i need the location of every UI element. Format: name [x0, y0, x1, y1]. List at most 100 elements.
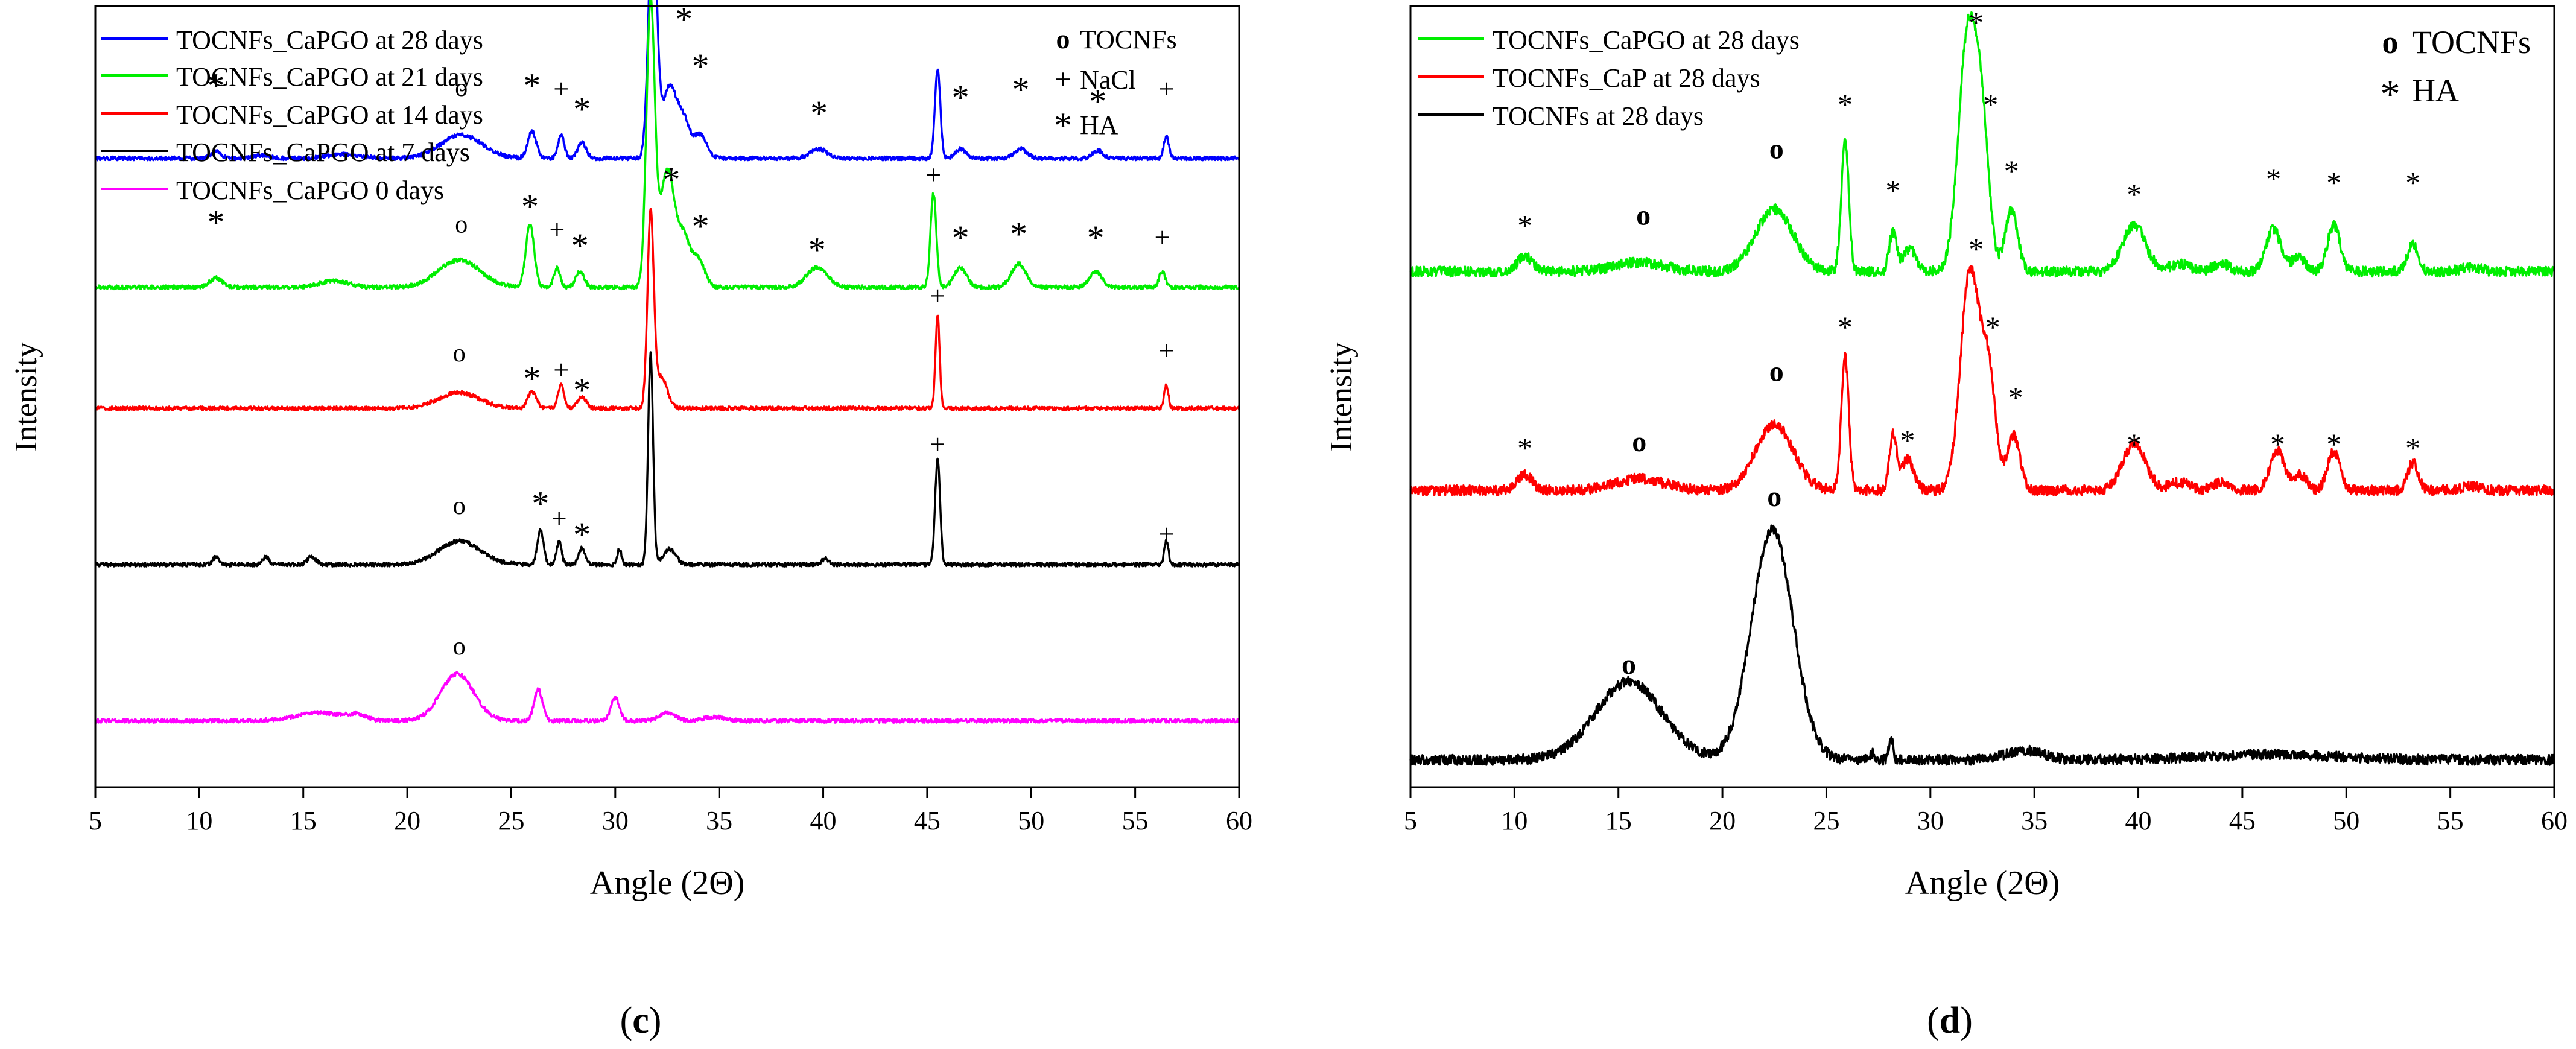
chart-d-peak-marker-10: * [2266, 162, 2281, 195]
chart-d-peak-marker-14: o [1632, 426, 1646, 458]
chart-c-x-axis-label: Angle (2Θ) [590, 864, 745, 902]
chart-c-series-1 [94, 0, 1240, 162]
chart-d-annotations: * oo****** * * ** oo****** * * *oo [1517, 5, 2420, 680]
chart-c-peak-marker-25: * [952, 218, 969, 258]
chart-d-peak-marker-4: * [1838, 87, 1853, 121]
chart-c-peak-marker-26: * [1010, 215, 1027, 254]
chart-d-peak-marker-13: * [1517, 431, 1532, 465]
chart-c-peak-marker-5: * [573, 89, 591, 128]
chart-c-x-tick-label-30: 30 [602, 806, 629, 835]
chart-c-peak-marker-39: + [930, 429, 945, 460]
chart-d-series-1 [1409, 11, 2555, 278]
chart-c-x-tick-label-55: 55 [1122, 806, 1149, 835]
chart-d-x-tick-label-40: 40 [2125, 806, 2152, 835]
key-c-symbol-3: * [1054, 106, 1072, 145]
chart-d-peak-marker-17: * [1900, 423, 1915, 457]
chart-d-x-tick-label-35: 35 [2021, 806, 2048, 835]
chart-c-peak-marker-14: * [1089, 81, 1106, 121]
chart-d-peak-marker-24: * [2405, 431, 2420, 465]
chart-d-peak-marker-15: o [1769, 356, 1784, 388]
chart-c-peak-marker-16: * [207, 203, 224, 242]
chart-c-peak-marker-38: * [573, 515, 591, 554]
key-d-symbol-1: o [2382, 24, 2399, 60]
chart-c-peak-marker-18: * [521, 187, 539, 226]
chart-c-series-4 [95, 351, 1240, 568]
chart-d-x-axis: 5 10 15 20 25 30 35 40 45 50 55 60 [1404, 787, 2568, 835]
chart-c-peak-marker-19: + [549, 214, 565, 245]
chart-c-x-tick-label-20: 20 [394, 806, 420, 835]
chart-d-peak-marker-6: * [1968, 5, 1984, 39]
chart-c-peak-marker-34: + [1158, 335, 1174, 366]
chart-c-peak-marker-1: * [207, 66, 224, 106]
chart-d-peak-marker-3: o [1769, 133, 1784, 165]
chart-c-peak-marker-40: + [1158, 519, 1174, 550]
chart-c-x-tick-label-5: 5 [89, 806, 102, 835]
chart-c-x-tick-label-10: 10 [186, 806, 212, 835]
chart-c-x-tick-label-60: 60 [1226, 806, 1252, 835]
chart-c-symbol-key: o TOCNFs + NaCl * HA [1054, 24, 1177, 145]
chart-d-peak-marker-11: * [2326, 165, 2341, 199]
chart-c-x-tick-label-15: 15 [290, 806, 317, 835]
chart-c-peak-marker-4: + [553, 73, 569, 104]
key-c-label-1: TOCNFs [1080, 25, 1177, 54]
chart-c-series-5 [94, 671, 1240, 724]
key-d-label-1: TOCNFs [2412, 24, 2531, 60]
chart-c-x-tick-label-45: 45 [914, 806, 941, 835]
chart-c-peak-marker-37: + [551, 503, 567, 534]
chart-c-series-3 [94, 208, 1240, 411]
chart-c-peak-marker-15: + [1158, 73, 1174, 104]
chart-c-plot-area [94, 5, 1240, 788]
chart-c-peak-marker-24: + [925, 159, 941, 190]
chart-c-legend: TOCNFs_CaPGO at 28 days TOCNFs_CaPGO at … [101, 25, 483, 205]
chart-d-peak-marker-26: o [1622, 648, 1636, 680]
chart-d-x-tick-label-20: 20 [1709, 806, 1736, 835]
key-c-label-2: NaCl [1080, 65, 1136, 95]
chart-c-panel-label: (c) [620, 1000, 662, 1041]
chart-c-peak-marker-29: o [453, 340, 466, 367]
chart-d-peak-marker-8: * [2004, 154, 2019, 188]
chart-d-plot-area [1409, 5, 2555, 788]
chart-d-peak-marker-5: * [1885, 173, 1900, 207]
chart-d-x-tick-label-25: 25 [1813, 806, 1839, 835]
chart-c-x-tick-label-35: 35 [706, 806, 732, 835]
chart-c-peak-marker-10: * [810, 93, 828, 133]
chart-c-traces [94, 0, 1240, 724]
chart-d-panel-letter: d [1940, 1000, 1960, 1041]
legend-c-label-3: TOCNFs_CaPGO at 14 days [176, 100, 483, 130]
panel-d: * oo****** * * ** oo****** * * *oo 5 10 15 20 25 30 35… [1324, 5, 2568, 1041]
chart-d-series-3 [1409, 524, 2555, 766]
chart-c-peak-marker-23: * [808, 230, 826, 269]
chart-d-legend: TOCNFs_CaPGO at 28 days TOCNFs_CaP at 28… [1418, 25, 1800, 131]
legend-c-label-2: TOCNFs_CaPGO at 21 days [176, 62, 483, 92]
chart-d-peak-marker-1: * [1517, 209, 1532, 242]
chart-c-peak-marker-33: + [930, 280, 945, 311]
chart-c-peak-marker-35: o [453, 492, 466, 520]
chart-d-x-tick-label-45: 45 [2229, 806, 2256, 835]
panel-c: *o*+*+****+***+*o*+****+***+o*+*++o*+*++… [9, 0, 1252, 1041]
legend-d-label-1: TOCNFs_CaPGO at 28 days [1493, 25, 1800, 55]
chart-d-x-tick-label-60: 60 [2541, 806, 2568, 835]
key-d-symbol-2: * [2381, 72, 2400, 116]
chart-c-peak-marker-13: * [1012, 70, 1030, 109]
chart-c-peak-marker-11: + [930, 0, 945, 7]
chart-d-peak-marker-20: * [2008, 381, 2023, 414]
chart-d-peak-marker-19: * [1985, 310, 2000, 344]
legend-d-label-2: TOCNFs_CaP at 28 days [1493, 63, 1760, 93]
chart-d-peak-marker-21: * [2127, 427, 2142, 461]
chart-d-x-axis-label: Angle (2Θ) [1905, 864, 2060, 902]
chart-d-peak-marker-7: * [1983, 87, 1998, 121]
chart-d-peak-marker-18: * [1968, 232, 1984, 265]
chart-c-peak-marker-28: + [1154, 222, 1170, 253]
chart-c-x-tick-label-25: 25 [498, 806, 524, 835]
chart-c-y-axis-label: Intensity [9, 342, 43, 452]
legend-d-label-3: TOCNFs at 28 days [1493, 101, 1704, 131]
chart-c-peak-marker-3: * [523, 66, 541, 106]
chart-c-peak-marker-17: o [455, 211, 468, 239]
chart-c-peak-marker-27: * [1087, 218, 1105, 258]
chart-d-peak-marker-2: o [1636, 200, 1651, 232]
chart-c-x-tick-label-50: 50 [1018, 806, 1044, 835]
legend-c-label-4: TOCNFs_CaPGO at 7 days [176, 138, 470, 167]
key-d-label-2: HA [2412, 72, 2459, 109]
chart-d-peak-marker-12: * [2405, 165, 2420, 199]
